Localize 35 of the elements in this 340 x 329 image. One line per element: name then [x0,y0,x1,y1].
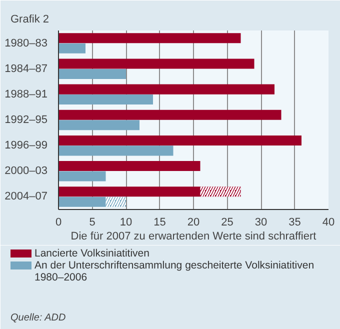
bar [58,186,200,197]
x-tick-label: 35 [288,216,301,228]
x-tick-label: 10 [120,216,132,228]
y-tick-label: 2004–07 [4,190,48,203]
bar [58,196,106,207]
bar [58,161,200,172]
bar [58,58,254,69]
y-tick-label: 1996–99 [4,140,48,152]
bar [58,120,140,130]
x-tick-label: 40 [322,216,335,228]
y-tick-label: 1980–83 [4,37,48,50]
y-tick-label: 1992–95 [4,114,48,126]
bar [58,110,282,120]
bar [58,135,302,146]
bar [58,33,241,44]
bar [58,43,86,54]
y-tick-label: 1988–91 [4,88,48,100]
y-tick-label: 2000–03 [4,165,48,178]
bar [58,146,174,156]
x-tick-label: 5 [89,216,96,228]
x-tick-label: 0 [55,216,62,228]
bar [58,171,106,182]
legend-label: An der Unterschriftensammlung gescheiterte Volksiniatitiven 1980–2006 [34,260,314,284]
x-axis-title: Die für 2007 zu erwartenden Werte sind schraffiert [70,230,316,242]
bar [58,68,126,79]
source-note: Quelle: ADD [10,312,66,324]
x-tick-label: 15 [154,216,166,228]
x-tick-label: 30 [254,216,268,228]
bar [58,84,274,94]
x-tick-label: 25 [221,216,234,228]
chart-title: Grafik 2 [10,14,50,26]
legend-label: Lancierte Volksiniatitiven [34,248,150,260]
x-tick-label: 20 [187,216,200,228]
bar [58,94,153,105]
y-tick-label: 1984–87 [4,62,48,75]
